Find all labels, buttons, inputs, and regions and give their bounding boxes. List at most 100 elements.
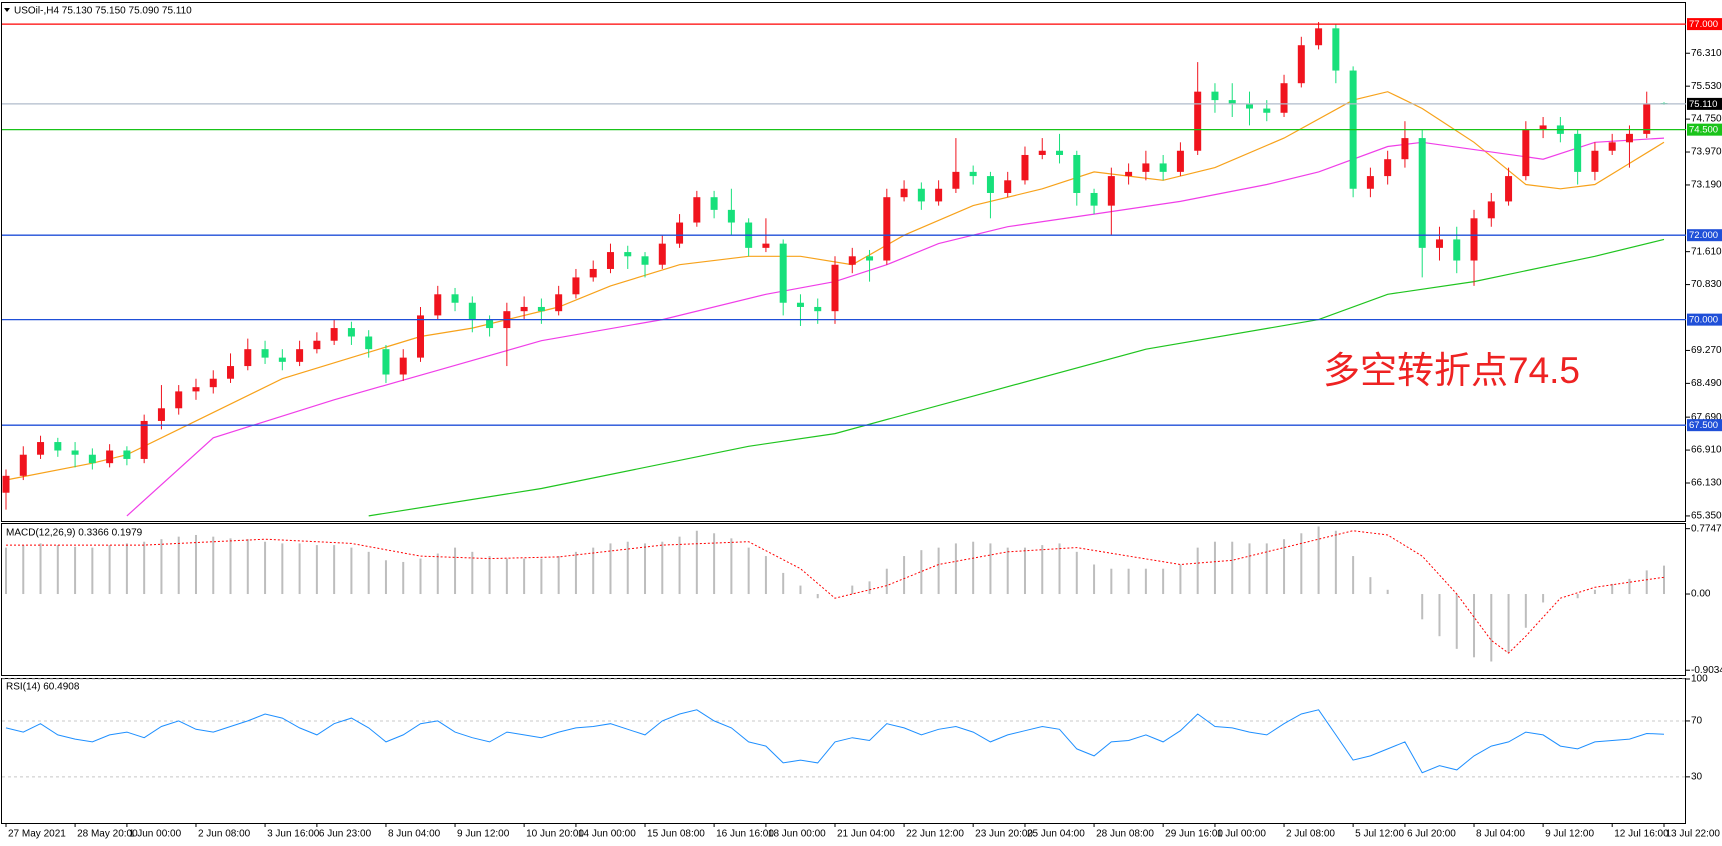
y-tick-label: 68.490	[1691, 378, 1722, 389]
candle-body	[606, 252, 614, 269]
candle-body	[762, 243, 770, 248]
candle-body	[796, 302, 804, 307]
candle-body	[1608, 142, 1616, 151]
y-tick-label: -0.9034	[1691, 665, 1722, 676]
level-label: 70.000	[1689, 315, 1718, 326]
candle-body	[1401, 138, 1409, 160]
candle-body	[1056, 150, 1064, 155]
candle-body	[589, 268, 597, 278]
candle-body	[244, 349, 252, 367]
candle-body	[831, 264, 839, 312]
x-tick-label: 28 Jun 08:00	[1096, 829, 1154, 840]
candle-body	[1107, 176, 1115, 206]
y-tick-label: 74.750	[1691, 114, 1722, 125]
x-tick-label: 1 Jul 00:00	[1217, 829, 1266, 840]
x-tick-label: 29 Jun 16:00	[1165, 829, 1223, 840]
rsi-line	[5, 709, 1665, 774]
candle-body	[555, 294, 563, 312]
x-tick-label: 1 Jun 00:00	[129, 829, 182, 840]
y-tick-label: 0.7747	[1691, 523, 1722, 534]
candle-body	[157, 408, 165, 421]
y-tick-label: 73.970	[1691, 147, 1722, 158]
macd-panel-frame	[1, 523, 1686, 676]
candle-body	[1539, 125, 1547, 130]
y-tick-label: 65.350	[1691, 511, 1722, 522]
candle-body	[883, 197, 891, 261]
candle-body	[1090, 192, 1098, 206]
y-tick-label: 69.270	[1691, 345, 1722, 356]
candle-body	[710, 197, 718, 210]
candle-body	[986, 176, 994, 193]
y-tick-label: 73.190	[1691, 180, 1722, 191]
x-tick-label: 6 Jun 23:00	[319, 829, 372, 840]
x-tick-label: 9 Jul 12:00	[1545, 829, 1594, 840]
candle-body	[434, 294, 442, 316]
candle-body	[106, 450, 114, 464]
candle-body	[1435, 239, 1443, 248]
candle-body	[1453, 239, 1461, 261]
level-label: 74.500	[1689, 125, 1718, 136]
level-label-box	[1687, 229, 1722, 242]
candle-body	[1418, 138, 1426, 248]
candle-body	[347, 328, 355, 337]
x-tick-label: 22 Jun 12:00	[906, 829, 964, 840]
x-tick-label: 12 Jul 16:00	[1614, 829, 1669, 840]
macd-plot	[5, 526, 1665, 662]
y-tick-label: 66.130	[1691, 478, 1722, 489]
level-label-box	[1687, 419, 1722, 432]
y-tick-label: 71.610	[1691, 246, 1722, 257]
candle-body	[1522, 129, 1530, 177]
candle-body	[658, 243, 666, 265]
candle-body	[1228, 100, 1236, 105]
candle-body	[572, 277, 580, 295]
candle-body	[2, 475, 10, 493]
candle-body	[1574, 133, 1582, 172]
x-tick-label: 2 Jun 08:00	[198, 829, 251, 840]
menu-triangle[interactable]	[4, 8, 10, 12]
candle-body	[537, 306, 545, 312]
x-tick-label: 5 Jul 12:00	[1355, 829, 1404, 840]
level-label: 67.500	[1689, 420, 1718, 431]
candle-body	[676, 222, 684, 244]
candle-body	[54, 442, 62, 451]
candle-body	[330, 328, 338, 341]
x-tick-label: 3 Jun 16:00	[267, 829, 320, 840]
candle-body	[1038, 150, 1046, 155]
candle-body	[779, 243, 787, 303]
candle-body	[1246, 104, 1253, 109]
candle-body	[1021, 154, 1029, 181]
x-tick-label: 14 Jun 00:00	[578, 829, 636, 840]
x-tick-label: 16 Jun 16:00	[716, 829, 774, 840]
candle-body	[1263, 108, 1271, 113]
candle-body	[1176, 150, 1184, 172]
candle-body	[451, 294, 459, 303]
x-tick-label: 18 Jun 00:00	[768, 829, 826, 840]
level-label-box	[1687, 313, 1722, 326]
candle-body	[365, 336, 373, 350]
candle-body	[935, 188, 943, 202]
candle-body	[969, 171, 977, 177]
candle-body	[1142, 163, 1150, 172]
candle-body	[209, 378, 217, 388]
candle-body	[140, 420, 148, 459]
candle-body	[866, 256, 874, 261]
x-tick-label: 9 Jun 12:00	[457, 829, 510, 840]
candle-body	[1384, 159, 1392, 177]
candle-body	[313, 340, 321, 350]
candle-body	[71, 450, 79, 455]
candle-body	[1211, 91, 1219, 101]
candle-body	[917, 188, 925, 202]
candle-body	[278, 357, 286, 362]
candle-body	[641, 256, 649, 265]
candle-body	[693, 197, 701, 223]
candle-body	[399, 357, 407, 375]
y-tick-label: 30	[1691, 772, 1703, 783]
price-panel-frame	[1, 2, 1686, 522]
y-tick-label: 70	[1691, 716, 1703, 727]
candle-body	[1332, 28, 1340, 71]
candle-body	[1073, 154, 1081, 193]
y-tick-label: 67.690	[1691, 412, 1722, 423]
level-label-box	[1687, 97, 1722, 110]
candle-body	[1366, 176, 1374, 189]
